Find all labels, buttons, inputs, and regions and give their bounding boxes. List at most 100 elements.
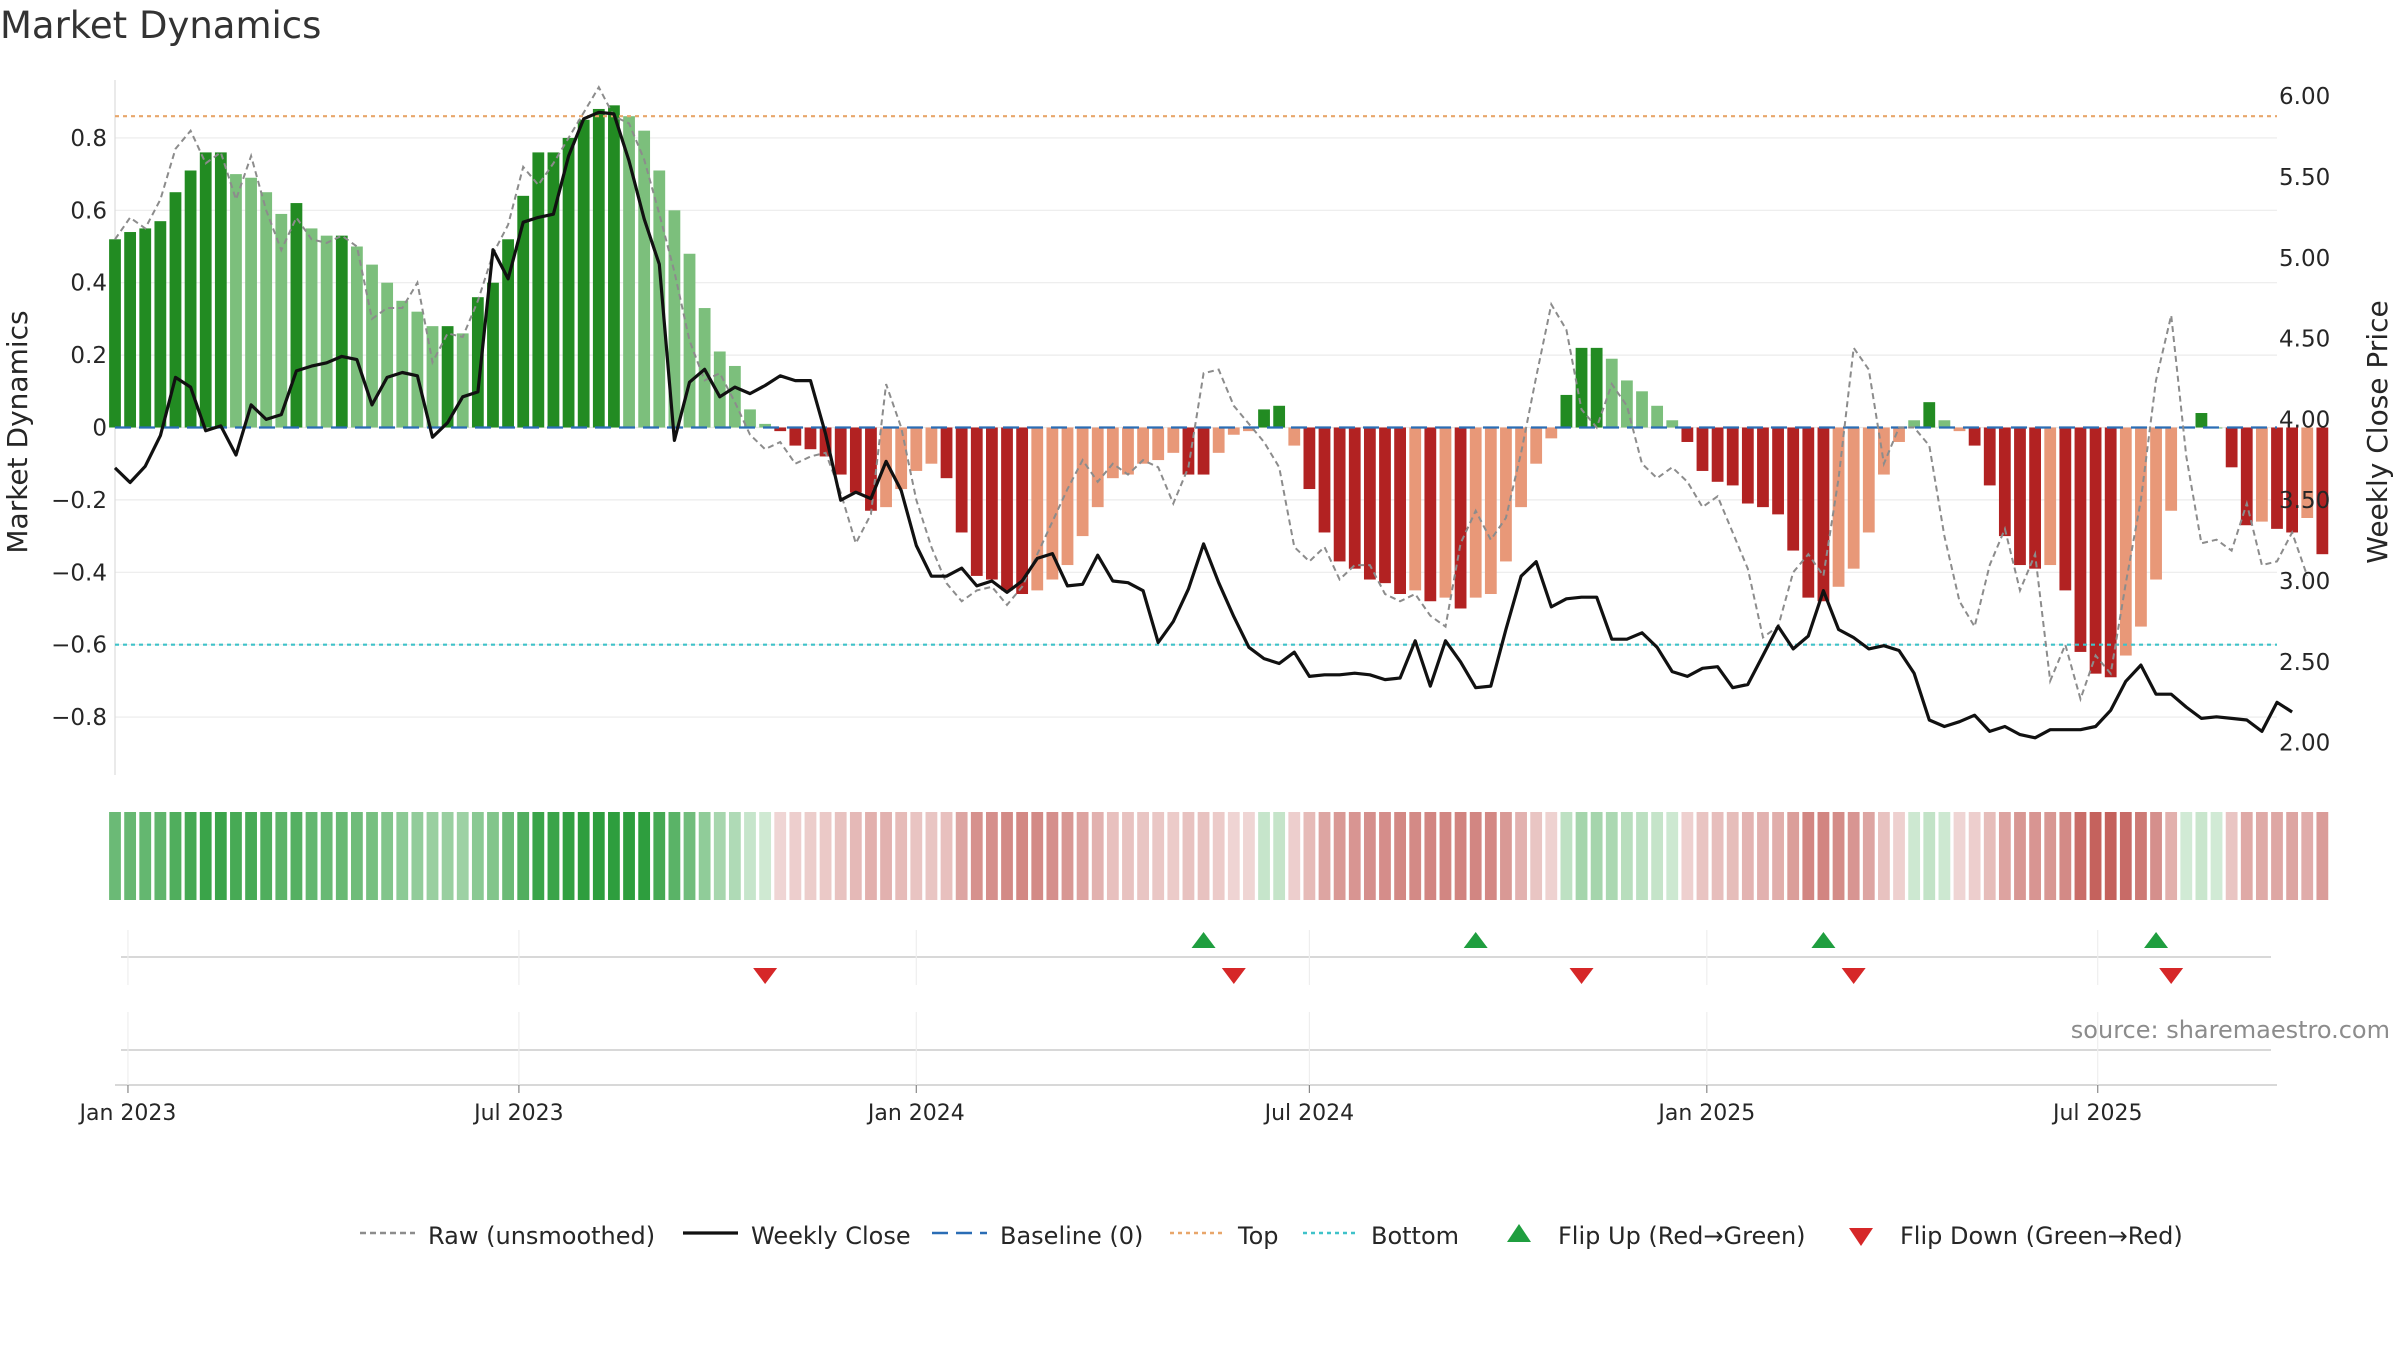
- regime-strip-cell: [1893, 812, 1905, 900]
- regime-strip-cell: [2104, 812, 2117, 900]
- regime-strip-cell: [351, 812, 363, 900]
- regime-strip-cell: [456, 812, 469, 900]
- regime-strip-cell: [925, 812, 938, 900]
- regime-strip-cell: [2089, 812, 2102, 900]
- x-tick-label: Jul 2024: [1263, 1101, 1355, 1126]
- regime-strip-cell: [1832, 812, 1845, 900]
- dynamics-bar: [471, 297, 484, 428]
- regime-strip-cell: [683, 812, 696, 900]
- dynamics-bar: [169, 192, 182, 428]
- regime-strip-cell: [1515, 812, 1527, 900]
- dynamics-bar: [1454, 427, 1467, 609]
- legend-label: Weekly Close: [751, 1222, 911, 1250]
- right-tick-label: 3.50: [2279, 488, 2330, 514]
- dynamics-bar: [1938, 420, 1951, 428]
- dynamics-bar: [396, 300, 409, 428]
- regime-strip-cell: [623, 812, 635, 900]
- source-text: source: sharemaestro.com: [2071, 1016, 2390, 1044]
- regime-strip-cell: [608, 812, 620, 900]
- dynamics-bar: [199, 152, 212, 428]
- dynamics-bar: [1484, 427, 1497, 595]
- regime-strip-cell: [653, 812, 666, 900]
- regime-strip-cell: [2301, 812, 2314, 900]
- regime-strip-cell: [789, 812, 802, 900]
- regime-strip-cell: [1076, 812, 1089, 900]
- dynamics-bar: [1016, 427, 1029, 595]
- dynamics-bar: [320, 235, 333, 428]
- dynamics-bar: [1590, 347, 1603, 428]
- dynamics-bar: [759, 423, 772, 428]
- dynamics-bar: [245, 177, 257, 428]
- regime-strip-cell: [865, 812, 877, 900]
- regime-strip-cell: [819, 812, 832, 900]
- regime-strip-cell: [2180, 812, 2193, 900]
- dynamics-bar: [2074, 427, 2087, 652]
- dynamics-bar: [351, 246, 363, 428]
- right-tick-label: 2.50: [2279, 650, 2330, 676]
- regime-strip-cell: [2225, 812, 2238, 900]
- flip-up-marker: [1463, 932, 1488, 948]
- weekly-close-line: [113, 110, 2293, 740]
- regime-strip-cell: [396, 812, 409, 900]
- dynamics-bar: [139, 228, 152, 428]
- dynamics-bar: [305, 228, 318, 428]
- dynamics-bar: [517, 195, 530, 428]
- dynamics-bar: [1605, 358, 1618, 428]
- regime-strip-cell: [1575, 812, 1588, 900]
- dynamics-bar: [2059, 427, 2072, 591]
- regime-strip-cell: [1484, 812, 1497, 900]
- regime-strip-cell: [320, 812, 333, 900]
- regime-strip-cell: [1938, 812, 1951, 900]
- regime-strip-cell: [1046, 812, 1059, 900]
- left-tick-label: 0.2: [70, 343, 107, 369]
- regime-strip-cell: [471, 812, 484, 900]
- regime-strip-cell: [910, 812, 923, 900]
- dynamics-bar: [925, 427, 938, 464]
- dynamics-bar: [834, 427, 847, 475]
- right-tick-label: 4.00: [2279, 407, 2330, 433]
- regime-strip-cell: [1424, 812, 1437, 900]
- dynamics-bar: [895, 427, 908, 490]
- dynamics-bar: [970, 427, 983, 576]
- dynamics-bar: [744, 409, 756, 428]
- regime-strip-cell: [940, 812, 953, 900]
- dynamics-bar: [1046, 427, 1059, 580]
- regime-strip-cell: [1031, 812, 1044, 900]
- flip-down-marker: [1221, 968, 1246, 984]
- dynamics-bar: [124, 232, 137, 428]
- dynamics-bar: [683, 253, 696, 428]
- dynamics-bar: [1983, 427, 1996, 486]
- regime-strip-cell: [1802, 812, 1815, 900]
- dynamics-bar: [2225, 427, 2238, 468]
- dynamics-bar: [774, 427, 787, 432]
- x-tick-label: Jan 2024: [866, 1101, 965, 1126]
- regime-strip-cell: [985, 812, 998, 900]
- regime-strip-cell: [1787, 812, 1800, 900]
- x-axis-ticks: Jan 2023 Jul 2023 Jan 2024 Jul 2024 Jan 2025…: [78, 1085, 2142, 1126]
- dynamics-bar: [2316, 427, 2329, 555]
- dynamics-bar: [532, 152, 545, 428]
- raw-series-line: [114, 85, 2309, 703]
- dynamics-bar: [804, 427, 817, 450]
- dynamics-bar: [411, 311, 424, 428]
- dynamics-bar: [1847, 427, 1860, 569]
- regime-strip-cell: [2165, 812, 2178, 900]
- dynamics-bar: [2119, 427, 2132, 656]
- dynamics-bars: [109, 105, 2329, 678]
- dynamics-bar: [1076, 427, 1089, 537]
- left-tick-label: 0.6: [70, 198, 107, 224]
- regime-strip-cell: [1152, 812, 1165, 900]
- legend: Raw (unsmoothed) Weekly Close Baseline (0)…: [360, 1222, 2183, 1250]
- dynamics-bar: [940, 427, 953, 479]
- regime-strip-cell: [1454, 812, 1467, 900]
- reference-lines: [115, 115, 2277, 646]
- regime-strip-cell: [1500, 812, 1512, 900]
- regime-strip-cell: [1726, 812, 1739, 900]
- regime-strip-cell: [1409, 812, 1422, 900]
- dynamics-bar: [1893, 427, 1905, 442]
- dynamics-bar: [1122, 427, 1134, 475]
- regime-strip-cell: [1741, 812, 1754, 900]
- regime-strip-cell: [381, 812, 394, 900]
- flip-up-marker: [1811, 932, 1836, 948]
- regime-strip-cell: [426, 812, 439, 900]
